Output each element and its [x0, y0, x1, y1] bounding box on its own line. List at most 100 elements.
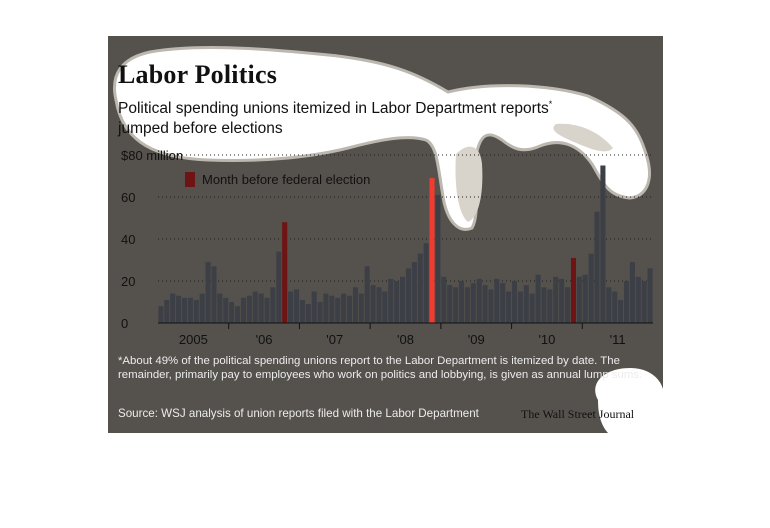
month-bar: [252, 291, 258, 323]
chart-bars: [158, 165, 653, 323]
month-bar: [352, 287, 358, 323]
month-bar: [541, 287, 547, 323]
month-bar: [618, 299, 624, 323]
y-tick-label: 0: [121, 316, 128, 331]
month-bar: [623, 281, 630, 323]
chart-axis: 2005 '06 '07 '08 '09 '10 '11: [158, 322, 653, 347]
month-bar: [482, 285, 488, 323]
month-bar: [335, 297, 341, 323]
month-bar: [582, 274, 588, 323]
x-tick-label: '09: [468, 332, 485, 347]
month-bar: [494, 278, 500, 323]
y-tick-label: 40: [121, 232, 135, 247]
x-tick-label: '07: [326, 332, 343, 347]
month-bar: [170, 293, 176, 323]
month-bar: [223, 297, 229, 323]
month-bar: [529, 293, 535, 323]
legend-label: Month before federal election: [202, 172, 370, 187]
month-bar: [600, 165, 606, 323]
white-blob-overlay: [113, 46, 663, 433]
month-bar: [464, 287, 470, 323]
election-month-bar: [570, 257, 576, 323]
month-bar: [594, 211, 600, 323]
x-tick-label: '08: [397, 332, 414, 347]
month-bar: [523, 285, 529, 323]
x-tick-label: '11: [610, 332, 626, 347]
month-bar: [394, 281, 400, 323]
month-bar: [211, 266, 217, 323]
month-bar: [382, 291, 388, 323]
month-bar: [588, 253, 594, 323]
month-bar: [217, 293, 223, 323]
month-bar: [358, 293, 364, 323]
month-bar: [323, 293, 329, 323]
subtitle-text-line2: jumped before elections: [118, 120, 283, 138]
month-bar: [405, 268, 411, 323]
month-bar: [535, 274, 541, 323]
month-bar: [647, 268, 653, 323]
month-bar: [576, 276, 582, 323]
x-tick-label: '10: [538, 332, 555, 347]
month-bar: [476, 278, 482, 323]
month-bar: [193, 299, 199, 323]
bar-chart: 2005 '06 '07 '08 '09 '10 '11 0 20 40 60 $80 millio…: [121, 148, 653, 347]
month-bar: [276, 251, 282, 323]
chart-tick-labels: 0 20 40 60 $80 million: [121, 148, 183, 331]
month-bar: [305, 304, 311, 323]
election-month-bar: [282, 222, 288, 323]
month-bar: [158, 306, 164, 323]
month-bar: [235, 306, 241, 323]
month-bar: [376, 287, 382, 323]
publisher-credit: The Wall Street Journal: [521, 407, 635, 421]
month-bar: [500, 283, 506, 323]
month-bar: [293, 289, 300, 323]
month-bar: [470, 283, 476, 323]
month-bar: [547, 289, 553, 323]
chart-title: Labor Politics: [118, 60, 278, 89]
month-bar: [506, 291, 512, 323]
chart-gridlines: [158, 154, 653, 282]
month-bar: [612, 291, 618, 323]
month-bar: [641, 281, 647, 323]
subtitle-text: Political spending unions itemized in La…: [118, 100, 549, 118]
month-bar: [423, 243, 429, 323]
month-bar: [317, 302, 323, 323]
month-bar: [229, 302, 235, 323]
month-bar: [299, 299, 305, 323]
month-bar: [629, 262, 635, 323]
month-bar: [606, 287, 612, 323]
month-bar: [364, 266, 370, 323]
month-bar: [311, 291, 317, 323]
chart-legend: Month before federal election: [185, 172, 370, 187]
month-bar: [329, 295, 335, 323]
month-bar: [264, 297, 270, 323]
month-bar: [346, 295, 353, 323]
month-bar: [187, 297, 193, 323]
month-bar: [511, 281, 518, 323]
month-bar: [635, 276, 641, 323]
month-bar: [288, 291, 294, 323]
month-bar: [370, 285, 376, 323]
month-bar: [441, 276, 447, 323]
legend-swatch: [185, 172, 195, 187]
month-bar: [164, 299, 170, 323]
month-bar: [341, 293, 347, 323]
month-bar: [246, 295, 252, 323]
month-bar: [176, 295, 182, 323]
month-bar: [453, 287, 459, 323]
month-bar: [553, 276, 559, 323]
month-bar: [559, 278, 565, 323]
month-bar: [270, 287, 276, 323]
month-bar: [417, 253, 423, 323]
y-tick-label: $80 million: [121, 148, 183, 163]
chart-panel: 2005 '06 '07 '08 '09 '10 '11 0 20 40 60 $80 millio…: [108, 36, 663, 433]
month-bar: [205, 262, 211, 323]
month-bar: [565, 287, 571, 323]
month-bar: [458, 281, 465, 323]
y-tick-label: 20: [121, 274, 135, 289]
election-month-bar: [429, 178, 435, 323]
source-note: Source: WSJ analysis of union reports fi…: [118, 407, 479, 420]
month-bar: [435, 194, 441, 323]
month-bar: [258, 293, 264, 323]
month-bar: [517, 291, 523, 323]
